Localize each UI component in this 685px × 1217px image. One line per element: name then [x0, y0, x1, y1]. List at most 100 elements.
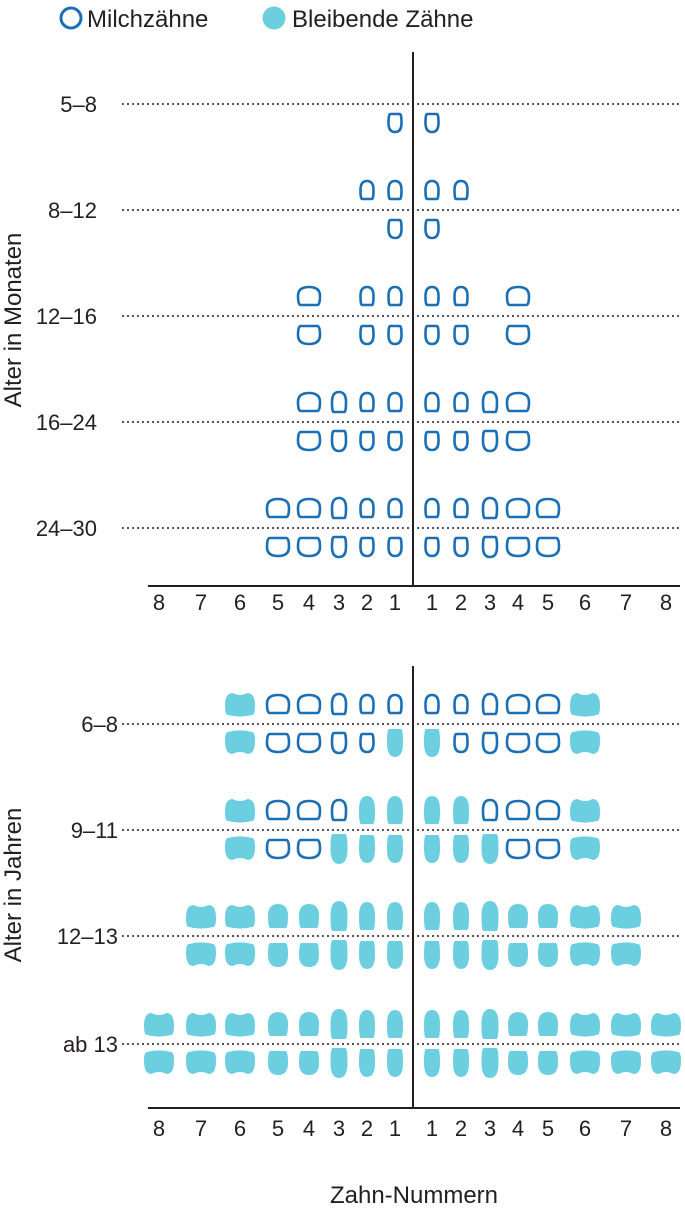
- permanent-tooth-mark: [481, 901, 499, 931]
- milk-tooth-mark: [453, 391, 469, 413]
- permanent-tooth-mark: [225, 693, 255, 717]
- x-axis-label: Zahn-Nummern: [330, 1182, 498, 1209]
- permanent-tooth-mark: [387, 835, 403, 863]
- age-row-label: 8–12: [48, 198, 97, 223]
- milk-tooth-mark: [453, 430, 469, 452]
- age-row-label: 16–24: [36, 410, 97, 435]
- permanent-tooth-mark: [611, 905, 641, 929]
- milk-tooth-mark: [535, 732, 561, 754]
- milk-tooth-mark: [387, 112, 403, 134]
- milk-tooth-mark: [453, 693, 469, 715]
- milk-tooth-mark: [359, 536, 375, 558]
- permanent-tooth-mark: [424, 1049, 440, 1077]
- permanent-tooth-mark: [508, 943, 528, 967]
- permanent-tooth-mark: [611, 1013, 641, 1037]
- tooth-number-tick: 8: [660, 1116, 672, 1141]
- milk-tooth-mark: [359, 285, 375, 307]
- permanent-tooth-mark: [570, 905, 600, 929]
- permanent-tooth-mark: [299, 904, 319, 928]
- milk-tooth-mark: [424, 536, 440, 558]
- milk-tooth-mark: [505, 391, 531, 413]
- tooth-number-tick: 3: [333, 590, 345, 615]
- permanent-tooth-mark: [268, 1051, 288, 1075]
- tooth-number-tick: 6: [234, 590, 246, 615]
- milk-tooth-mark: [481, 390, 499, 414]
- age-row-label: 12–16: [36, 304, 97, 329]
- permanent-tooth-mark: [387, 796, 403, 824]
- tooth-number-tick: 1: [426, 590, 438, 615]
- milk-tooth-mark: [387, 430, 403, 452]
- milk-tooth-mark: [296, 391, 322, 413]
- milk-tooth-mark: [296, 838, 322, 860]
- age-row-label: 9–11: [71, 818, 118, 843]
- milk-tooth-mark: [535, 497, 561, 519]
- permanent-tooth-mark: [538, 1051, 558, 1075]
- milk-tooth-mark: [330, 429, 348, 453]
- milk-tooth-mark: [265, 536, 291, 558]
- permanent-tooth-mark: [570, 1050, 600, 1074]
- milk-tooth-mark: [535, 838, 561, 860]
- permanent-tooth-mark: [611, 1050, 641, 1074]
- permanent-tooth-mark: [144, 1050, 174, 1074]
- permanent-tooth-mark: [186, 1013, 216, 1037]
- tooth-number-tick: 4: [303, 590, 315, 615]
- milk-tooth-mark: [387, 497, 403, 519]
- permanent-tooth-mark: [387, 1049, 403, 1077]
- milk-tooth-mark: [535, 536, 561, 558]
- milk-tooth-mark: [424, 391, 440, 413]
- permanent-tooth-mark: [225, 1013, 255, 1037]
- milk-tooth-mark: [296, 324, 322, 346]
- permanent-tooth-mark: [225, 799, 255, 823]
- milk-tooth-mark: [505, 497, 531, 519]
- milk-tooth-mark: [453, 497, 469, 519]
- age-row-label: ab 13: [63, 1032, 118, 1057]
- tooth-number-tick: 4: [303, 1116, 315, 1141]
- milk-tooth-mark: [453, 179, 469, 201]
- milk-tooth-mark: [505, 732, 531, 754]
- permanent-tooth-mark: [359, 835, 375, 863]
- tooth-number-tick: 5: [272, 1116, 284, 1141]
- milk-tooth-mark: [387, 391, 403, 413]
- tooth-number-tick: 1: [426, 1116, 438, 1141]
- milk-tooth-mark: [330, 798, 348, 822]
- permanent-tooth-mark: [359, 796, 375, 824]
- permanent-tooth-mark: [186, 942, 216, 966]
- permanent-tooth-mark: [359, 1010, 375, 1038]
- tooth-number-tick: 8: [153, 590, 165, 615]
- permanent-tooth-mark: [268, 1012, 288, 1036]
- milk-tooth-mark: [330, 535, 348, 559]
- milk-tooth-mark: [265, 693, 291, 715]
- milk-tooth-mark: [505, 536, 531, 558]
- milk-tooth-mark: [359, 391, 375, 413]
- permanent-tooth-mark: [359, 902, 375, 930]
- legend-milk-marker: [59, 6, 83, 30]
- tooth-number-tick: 2: [455, 590, 467, 615]
- milk-tooth-mark: [330, 390, 348, 414]
- permanent-tooth-mark: [570, 942, 600, 966]
- milk-tooth-mark: [535, 799, 561, 821]
- permanent-tooth-mark: [570, 730, 600, 754]
- permanent-tooth-mark: [538, 943, 558, 967]
- permanent-tooth-mark: [299, 1051, 319, 1075]
- permanent-tooth-mark: [330, 901, 348, 931]
- age-row-label: 12–13: [57, 924, 118, 949]
- milk-tooth-mark: [330, 496, 348, 520]
- milk-tooth-mark: [424, 285, 440, 307]
- permanent-tooth-mark: [453, 1049, 469, 1077]
- milk-tooth-mark: [296, 497, 322, 519]
- permanent-tooth-mark: [453, 796, 469, 824]
- permanent-tooth-mark: [359, 941, 375, 969]
- permanent-tooth-mark: [424, 902, 440, 930]
- permanent-tooth-mark: [225, 942, 255, 966]
- milk-tooth-mark: [359, 179, 375, 201]
- milk-tooth-mark: [424, 324, 440, 346]
- milk-tooth-mark: [481, 692, 499, 716]
- permanent-tooth-mark: [453, 941, 469, 969]
- milk-tooth-mark: [505, 838, 531, 860]
- milk-tooth-mark: [296, 430, 322, 452]
- tooth-number-tick: 5: [542, 1116, 554, 1141]
- legend: Milchzähne Bleibende Zähne: [59, 6, 473, 33]
- permanent-tooth-mark: [225, 905, 255, 929]
- tooth-number-tick: 2: [361, 590, 373, 615]
- permanent-tooth-mark: [651, 1013, 681, 1037]
